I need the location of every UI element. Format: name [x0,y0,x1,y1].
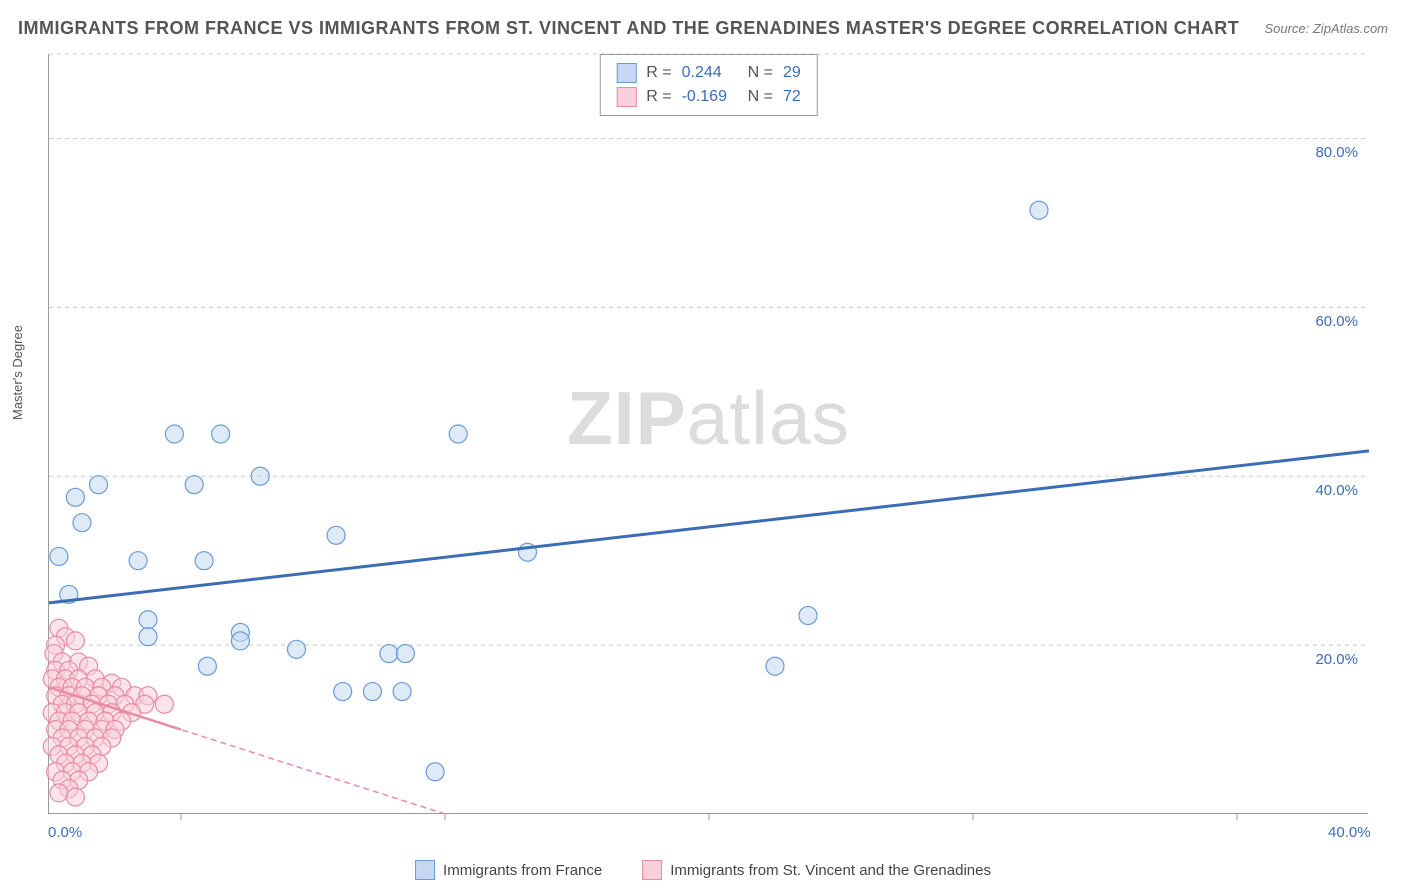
legend-stats-row: R = 0.244 N = 29 [616,61,800,85]
legend-series: Immigrants from France Immigrants from S… [415,860,991,880]
legend-label: Immigrants from St. Vincent and the Gren… [670,862,991,879]
chart-title: IMMIGRANTS FROM FRANCE VS IMMIGRANTS FRO… [18,18,1239,39]
swatch-pink-icon [642,860,662,880]
scatter-chart [49,54,1369,814]
legend-item: Immigrants from France [415,860,602,880]
x-tick-label: 40.0% [1328,824,1371,841]
y-tick-label: 60.0% [1315,313,1358,330]
swatch-blue-icon [415,860,435,880]
legend-stats: R = 0.244 N = 29 R = -0.169 N = 72 [599,54,817,116]
y-tick-label: 80.0% [1315,144,1358,161]
legend-item: Immigrants from St. Vincent and the Gren… [642,860,991,880]
source-label: Source: ZipAtlas.com [1264,21,1388,36]
y-tick-label: 20.0% [1315,651,1358,668]
title-bar: IMMIGRANTS FROM FRANCE VS IMMIGRANTS FRO… [18,18,1388,39]
legend-stats-row: R = -0.169 N = 72 [616,85,800,109]
swatch-pink-icon [616,87,636,107]
y-axis-title: Master's Degree [10,325,25,420]
plot-area: ZIPatlas R = 0.244 N = 29 R = -0.169 N =… [48,54,1368,814]
swatch-blue-icon [616,63,636,83]
legend-label: Immigrants from France [443,862,602,879]
y-tick-label: 40.0% [1315,482,1358,499]
x-tick-label: 0.0% [48,824,82,841]
